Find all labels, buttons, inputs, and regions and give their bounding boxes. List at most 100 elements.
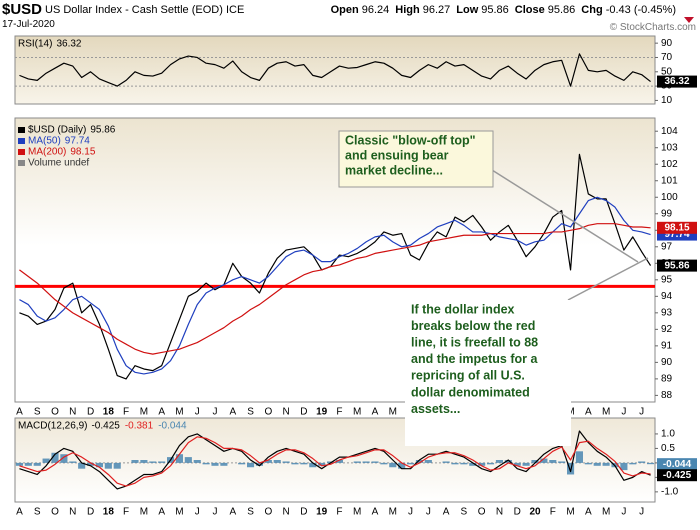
value-tag-label: -0.044 xyxy=(663,459,692,470)
annotation-box xyxy=(405,300,571,446)
histogram-bar xyxy=(647,462,655,465)
x-tick-label: O xyxy=(264,407,272,418)
y-tick-label: 97 xyxy=(661,241,673,252)
histogram-bar xyxy=(442,461,450,463)
histogram-bar xyxy=(131,460,139,463)
x-tick-label: D xyxy=(300,407,307,418)
histogram-bar xyxy=(255,462,263,466)
histogram-bar xyxy=(584,462,592,465)
x-tick-label: A xyxy=(585,507,592,518)
histogram-bar xyxy=(69,461,77,463)
histogram-bar xyxy=(593,462,601,466)
quote-label: Chg xyxy=(581,4,603,16)
histogram-bar xyxy=(398,462,406,469)
histogram-bar xyxy=(291,462,299,465)
histogram-bar xyxy=(78,462,86,469)
legend-value: 97.74 xyxy=(65,136,90,147)
x-tick-label: N xyxy=(69,407,76,418)
x-tick-label: N xyxy=(69,507,76,518)
y-tick-label: 89 xyxy=(661,374,673,385)
x-tick-label: O xyxy=(51,407,59,418)
legend-swatch xyxy=(18,138,25,144)
annotation-text: dollar denomimated xyxy=(411,385,530,399)
menu-arrow[interactable] xyxy=(684,17,694,23)
histogram-bar xyxy=(42,458,50,463)
x-tick-label: S xyxy=(461,507,468,518)
histogram-bar xyxy=(460,462,468,465)
x-tick-label: A xyxy=(229,507,236,518)
x-tick-label: 19 xyxy=(316,507,328,518)
x-tick-label: N xyxy=(496,507,503,518)
x-tick-label: F xyxy=(336,507,342,518)
value-tag-label: -0.425 xyxy=(663,470,692,481)
legend-value: 98.15 xyxy=(70,147,95,158)
x-tick-label: N xyxy=(282,507,289,518)
histogram-bar xyxy=(469,462,477,466)
x-tick-label: M xyxy=(389,407,397,418)
histogram-bar xyxy=(140,460,148,463)
histogram-bar xyxy=(371,461,379,463)
legend-name: MA(50) xyxy=(28,136,61,147)
x-tick-label: F xyxy=(336,407,342,418)
x-tick-label: J xyxy=(195,407,200,418)
x-tick-label: N xyxy=(282,407,289,418)
histogram-bar xyxy=(24,462,32,466)
histogram-bar xyxy=(335,460,343,463)
y-tick-label: 91 xyxy=(661,341,673,352)
quote-label: Open xyxy=(330,4,359,16)
y-tick-label: 50 xyxy=(661,66,673,77)
x-tick-label: S xyxy=(247,507,254,518)
legend-swatch xyxy=(18,149,25,155)
histogram-bar xyxy=(220,462,228,466)
legend-name: Volume undef xyxy=(28,158,89,169)
y-tick-label: 1.0 xyxy=(661,429,675,440)
series-line xyxy=(19,153,652,380)
histogram-bar xyxy=(113,462,121,469)
y-tick-label: 102 xyxy=(661,159,678,170)
series-line xyxy=(19,436,651,487)
x-tick-label: M xyxy=(389,507,397,518)
legend-name: $USD (Daily) xyxy=(28,125,86,136)
histogram-bar xyxy=(629,462,637,465)
series-line xyxy=(19,196,651,375)
y-tick-label: 99 xyxy=(661,208,673,219)
quote-value: 96.24 xyxy=(361,4,390,16)
x-tick-label: O xyxy=(264,507,272,518)
x-tick-label: A xyxy=(158,407,165,418)
annotation-text: repricing of all U.S. xyxy=(411,369,525,383)
histogram-bar xyxy=(522,462,530,466)
x-tick-label: S xyxy=(34,507,41,518)
x-tick-label: A xyxy=(16,507,23,518)
value-tag-label: 36.32 xyxy=(664,76,689,87)
histogram-bar xyxy=(175,454,183,463)
histogram-bar xyxy=(478,462,486,466)
x-tick-label: J xyxy=(426,507,431,518)
x-tick-label: M xyxy=(566,507,574,518)
quote-value: 95.86 xyxy=(547,4,576,16)
x-tick-label: M xyxy=(353,507,361,518)
histogram-bar xyxy=(558,461,566,463)
histogram-bar xyxy=(273,460,281,463)
histogram-bar xyxy=(158,461,166,463)
legend-value: -0.044 xyxy=(158,421,187,432)
value-tag-label: 97.74 xyxy=(664,229,689,240)
y-tick-label: 100 xyxy=(661,192,678,203)
value-tag xyxy=(657,75,697,88)
histogram-bar xyxy=(380,462,388,465)
legend-value: 95.86 xyxy=(90,125,115,136)
x-tick-label: F xyxy=(123,507,129,518)
value-tag-label: 95.86 xyxy=(664,260,689,271)
histogram-bar xyxy=(504,460,512,463)
y-tick-label: 10 xyxy=(661,95,673,106)
quote-label: Low xyxy=(456,4,479,16)
x-tick-label: S xyxy=(247,407,254,418)
quote-value: 95.86 xyxy=(481,4,509,16)
x-tick-label: J xyxy=(213,507,218,518)
annotation-box xyxy=(338,130,494,188)
x-tick-label: A xyxy=(443,507,450,518)
x-tick-label: F xyxy=(550,507,556,518)
annotation-text: breaks below the red xyxy=(411,319,535,333)
panel-title: MACD(12,26,9) xyxy=(18,421,87,432)
